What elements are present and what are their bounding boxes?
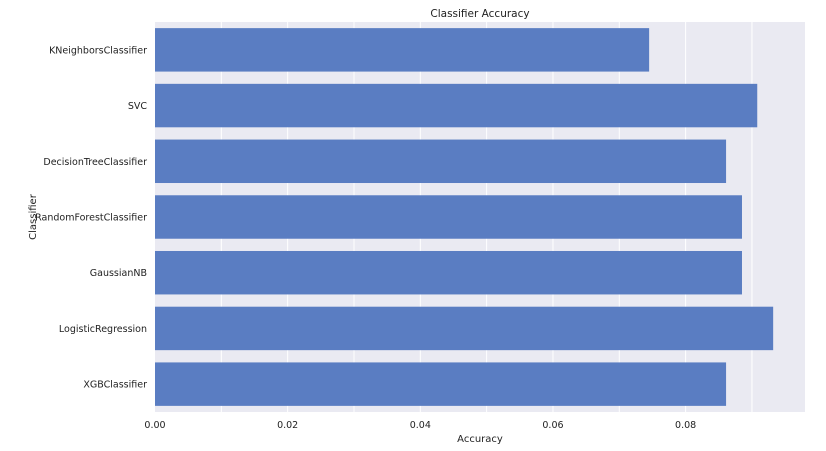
y-tick-label: RandomForestClassifier [35, 213, 147, 224]
bar [155, 362, 727, 406]
y-tick-labels: KNeighborsClassifier SVC DecisionTreeClass… [35, 45, 147, 390]
bar [155, 306, 774, 351]
x-tick-label: 0.04 [410, 420, 431, 431]
x-tick-label: 0.06 [542, 420, 563, 431]
x-tick-label: 0.08 [675, 420, 696, 431]
bars [155, 28, 774, 406]
y-tick-label: DecisionTreeClassifier [43, 157, 147, 168]
chart-title: Classifier Accuracy [430, 8, 529, 20]
y-tick-label: XGBClassifier [83, 380, 147, 391]
y-tick-label: KNeighborsClassifier [49, 45, 147, 56]
bar [155, 139, 727, 184]
bar [155, 28, 650, 72]
y-tick-label: GaussianNB [90, 268, 147, 279]
x-axis-label: Accuracy [457, 434, 503, 445]
y-axis-label: Classifier [28, 193, 39, 240]
x-tick-labels: 0.00 0.02 0.04 0.06 0.08 [144, 420, 696, 431]
bar [155, 83, 758, 128]
y-tick-label: LogisticRegression [59, 324, 147, 335]
bar [155, 195, 742, 239]
x-tick-label: 0.00 [144, 420, 165, 431]
y-tick-label: SVC [128, 101, 148, 112]
bar [155, 250, 742, 295]
x-tick-label: 0.02 [277, 420, 298, 431]
